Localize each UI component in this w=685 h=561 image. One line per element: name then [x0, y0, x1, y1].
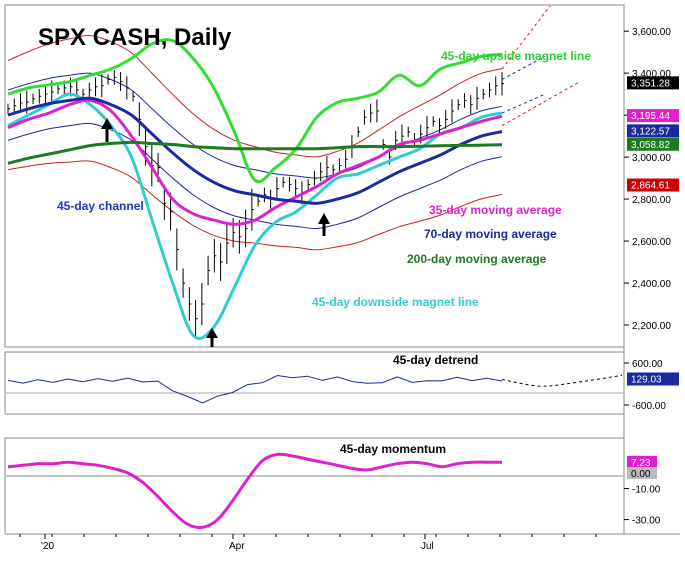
y-tick-label: 2,800.00 [632, 195, 671, 206]
channel-mid-projection [501, 93, 546, 114]
value-label-text: 0.00 [631, 469, 651, 480]
value-label-box [627, 455, 657, 468]
detrend-value-label: 129.03 [627, 372, 679, 386]
value-label-box [627, 124, 679, 138]
value-label-box [627, 137, 679, 151]
main-series [7, 38, 503, 340]
value-label-text: 2,864.61 [631, 181, 670, 192]
value-label-text: 3,122.57 [631, 126, 670, 137]
detrend-projection [501, 374, 623, 387]
value-label-text: 129.03 [631, 374, 662, 385]
y-tick-label: 2,400.00 [632, 279, 671, 290]
value-label-text: 3,195.44 [631, 111, 670, 122]
channel-upper-inner [7, 72, 503, 179]
y-tick-label: -10.00 [632, 485, 661, 496]
value-label-box [627, 76, 679, 90]
x-tick-label: '20 [41, 541, 54, 552]
annotation-channel: 45-day channel [57, 199, 144, 213]
up-arrow-icon [318, 213, 330, 236]
x-tick-label: Apr [229, 541, 245, 552]
momentum-title: 45-day momentum [340, 442, 446, 456]
detrend-y-axis: 600.00 -600.00 [624, 359, 666, 412]
value-label-box [627, 178, 679, 192]
y-tick-label: 600.00 [632, 359, 663, 370]
channel-inner-projection [501, 55, 546, 80]
value-label-box [627, 372, 679, 386]
annotation-70day-ma: 70-day moving average [424, 227, 557, 241]
channel-lower-projection [501, 81, 581, 127]
value-label-text: 3,351.28 [631, 78, 670, 89]
y-tick-label: 3,400.00 [632, 69, 671, 80]
annotation-35day-ma: 35-day moving average [429, 203, 562, 217]
detrend-series [7, 374, 623, 404]
channel-lines [7, 5, 581, 251]
y-tick-label: 2,600.00 [632, 237, 671, 248]
series-line [7, 38, 503, 184]
series-line [7, 98, 503, 226]
y-tick-label: -600.00 [632, 401, 666, 412]
price-bars [7, 70, 504, 338]
channel-upper-outer [7, 35, 503, 158]
series-line [7, 140, 503, 165]
annotation-upside-magnet: 45-day upside magnet line [441, 49, 591, 63]
chart-title: SPX CASH, Daily [38, 24, 232, 51]
value-label-text: 3,058.82 [631, 140, 670, 151]
y-tick-label: 3,600.00 [632, 27, 671, 38]
channel-upper-projection [501, 5, 551, 70]
series-line [7, 96, 503, 205]
detrend-line [7, 374, 503, 404]
up-arrow-icon [206, 328, 218, 347]
y-tick-label: -30.00 [632, 516, 661, 527]
value-label-box [627, 467, 657, 480]
value-label-text: 7.23 [631, 458, 651, 469]
y-tick-label: 3,000.00 [632, 153, 671, 164]
main-value-labels: 3,351.28 3,195.44 3,122.57 3,058.82 2,864.61 [627, 76, 679, 192]
up-arrow-icon [101, 118, 113, 142]
momentum-panel-frame [4, 437, 625, 535]
value-label-box [627, 109, 679, 123]
momentum-series [7, 452, 502, 530]
series-line [7, 92, 503, 340]
x-tick-label: Jul [421, 541, 434, 552]
annotation-200day-ma: 200-day moving average [407, 252, 547, 266]
momentum-line [7, 452, 502, 530]
x-axis: '20 Apr Jul [19, 534, 597, 552]
momentum-value-labels: 7.230.00 [627, 455, 657, 480]
momentum-y-axis: -10.00 -30.00 [624, 485, 661, 527]
detrend-title: 45-day detrend [393, 353, 478, 367]
annotation-downside-magnet: 45-day downside magnet line [312, 295, 479, 309]
detrend-panel-frame [4, 351, 625, 415]
y-tick-label: 2,200.00 [632, 321, 671, 332]
